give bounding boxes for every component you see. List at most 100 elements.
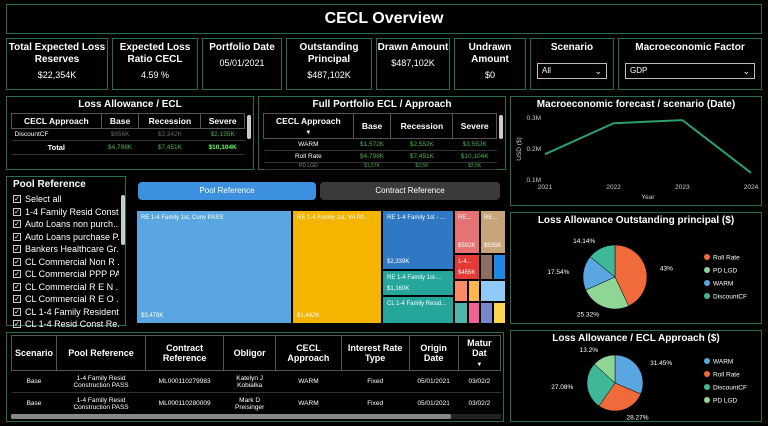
- pie-slice[interactable]: [614, 354, 644, 395]
- cell: Base: [11, 392, 57, 415]
- pie-approach-title: Loss Allowance / ECL Approach ($): [552, 333, 720, 344]
- treemap-block[interactable]: [480, 254, 493, 280]
- treemap-block[interactable]: RE 1-4 Family 1st, Conv PASS $3,479K: [136, 210, 292, 324]
- legend-dot: [704, 280, 710, 286]
- treemap-block[interactable]: [454, 302, 468, 324]
- legend-label[interactable]: PD LGD: [713, 268, 738, 275]
- treemap-block[interactable]: RE 1-4 Family 1st - ... $2,339K: [382, 210, 454, 270]
- pie-slice[interactable]: [585, 276, 629, 310]
- col-header-origin-date[interactable]: Origin Date: [408, 335, 459, 371]
- col-header[interactable]: CECL Approach: [11, 113, 102, 129]
- col-header-scenario[interactable]: Scenario: [10, 335, 58, 371]
- legend-label[interactable]: Roll Rate: [713, 255, 740, 262]
- treemap-block[interactable]: RE 1-4 Family 1st, VA PA... $1,442K: [292, 210, 382, 324]
- tab-contract-reference[interactable]: Contract Reference: [320, 182, 500, 200]
- col-header[interactable]: CECL Approach ▼: [263, 113, 354, 139]
- pie-slice[interactable]: [593, 354, 616, 384]
- col-header[interactable]: Recession: [390, 113, 454, 139]
- checkbox-checked-icon[interactable]: ✓: [13, 232, 21, 241]
- pool-reference-list: ✓ Select all ✓ 1-4 Family Resid Const... ✓ Au…: [13, 193, 119, 331]
- scrollbar[interactable]: [499, 115, 503, 139]
- checkbox-checked-icon[interactable]: ✓: [13, 245, 21, 254]
- col-header-pool-reference[interactable]: Pool Reference: [56, 335, 147, 371]
- scrollbar[interactable]: [247, 115, 251, 139]
- pool-item[interactable]: ✓ 1-4 Family Resid Const...: [13, 206, 119, 219]
- table-row[interactable]: Base 1-4 Family Resid Construction PASS …: [11, 392, 501, 415]
- col-header-contract-reference[interactable]: Contract Reference: [145, 335, 225, 371]
- treemap-block[interactable]: [493, 302, 506, 324]
- treemap-block[interactable]: [454, 280, 468, 302]
- checkbox-checked-icon[interactable]: ✓: [13, 282, 21, 291]
- checkbox-checked-icon[interactable]: ✓: [13, 220, 21, 229]
- treemap-block[interactable]: [480, 302, 493, 324]
- treemap-block[interactable]: RE 1-4 Family 1st-... $1,160K: [382, 270, 454, 296]
- pool-item[interactable]: ✓ Auto Loans non purch...: [13, 218, 119, 231]
- pool-item[interactable]: ✓ CL Commercial R E N ...: [13, 281, 119, 294]
- kpi-label: Expected Loss Ratio CECL: [119, 42, 191, 65]
- sort-down-icon: ▼: [305, 130, 312, 136]
- legend-label[interactable]: WARM: [713, 281, 733, 288]
- cell: Mark D Preisinger: [223, 392, 276, 415]
- legend-label[interactable]: PD LGD: [713, 398, 738, 405]
- pool-reference-panel: Pool Reference ✓ Select all ✓ 1-4 Family Re…: [6, 176, 126, 329]
- pie-slice[interactable]: [589, 244, 616, 278]
- cell: $3,552K: [452, 138, 497, 151]
- pool-item[interactable]: ✓ CL 1-4 Family Resident...: [13, 306, 119, 319]
- legend-label[interactable]: WARM: [713, 359, 733, 366]
- table-row: WARM $1,572K $2,552K $3,552K: [263, 138, 497, 151]
- cell: $2,5K: [390, 162, 453, 170]
- cell: $2,155K: [200, 128, 245, 141]
- pool-item[interactable]: ✓ Bankers Healthcare Gr...: [13, 243, 119, 256]
- kpi-label: Outstanding Principal: [299, 42, 359, 65]
- checkbox-checked-icon[interactable]: ✓: [13, 320, 21, 329]
- series-line[interactable]: [544, 119, 752, 174]
- scrollbar[interactable]: [121, 195, 125, 245]
- macro-factor-dropdown[interactable]: GDP ⌄: [625, 63, 755, 79]
- checkbox-checked-icon[interactable]: ✓: [13, 295, 21, 304]
- scenario-dropdown[interactable]: All ⌄: [537, 63, 607, 79]
- legend-label[interactable]: DiscountCF: [713, 294, 747, 301]
- col-header[interactable]: Recession: [138, 113, 202, 129]
- col-header-obligor[interactable]: Obligor: [223, 335, 277, 371]
- col-header-maturity-date[interactable]: Matur Dat ▼: [457, 335, 502, 371]
- checkbox-checked-icon[interactable]: ✓: [13, 207, 21, 216]
- treemap-block[interactable]: RE... $592K: [454, 210, 480, 254]
- treemap-block[interactable]: 1-4... $465K: [454, 254, 480, 280]
- treemap-block[interactable]: [468, 302, 480, 324]
- pool-item[interactable]: ✓ CL Commercial R E O ...: [13, 293, 119, 306]
- kpi-label: Portfolio Date: [209, 42, 275, 53]
- cell: Total: [11, 140, 102, 155]
- col-header[interactable]: Severe: [200, 113, 245, 129]
- pie-slice[interactable]: [598, 382, 642, 412]
- col-header-cecl-approach[interactable]: CECL Approach: [275, 335, 342, 371]
- legend-label[interactable]: Roll Rate: [713, 372, 740, 379]
- full-portfolio-title: Full Portfolio ECL / Approach: [312, 99, 452, 110]
- checkbox-checked-icon[interactable]: ✓: [13, 257, 21, 266]
- pie-slice[interactable]: [614, 244, 648, 307]
- col-header[interactable]: Base: [352, 113, 392, 139]
- checkbox-checked-icon[interactable]: ✓: [13, 307, 21, 316]
- horizontal-scrollbar[interactable]: [11, 414, 501, 419]
- cell: 1-4 Family Resid Construction PASS: [56, 392, 146, 415]
- table-row[interactable]: Base 1-4 Family Resid Construction PASS …: [11, 370, 501, 393]
- pool-item[interactable]: ✓ CL Commercial Non R ...: [13, 256, 119, 269]
- legend-label[interactable]: DiscountCF: [713, 385, 747, 392]
- checkbox-checked-icon[interactable]: ✓: [13, 195, 21, 204]
- treemap-block[interactable]: CL 1-4 Family Resid...: [382, 296, 454, 324]
- treemap-block[interactable]: [468, 280, 480, 302]
- pool-item[interactable]: ✓ CL 1-4 Resid Const Re...: [13, 318, 119, 331]
- col-header-interest-rate-type[interactable]: Interest Rate Type: [340, 335, 410, 371]
- treemap-block[interactable]: [480, 280, 506, 302]
- checkbox-checked-icon[interactable]: ✓: [13, 270, 21, 279]
- pie-slice[interactable]: [586, 363, 616, 407]
- tab-pool-reference[interactable]: Pool Reference: [138, 182, 316, 200]
- pool-item[interactable]: ✓ Select all: [13, 193, 119, 206]
- col-header[interactable]: Base: [100, 113, 140, 129]
- pool-item[interactable]: ✓ CL Commercial PPP PA...: [13, 268, 119, 281]
- cell: $1,572K: [353, 138, 391, 151]
- pool-item[interactable]: ✓ Auto Loans purchase P...: [13, 231, 119, 244]
- cell: Katelyn J Kobialka: [223, 370, 276, 393]
- col-header[interactable]: Severe: [452, 113, 497, 139]
- treemap-block[interactable]: [493, 254, 506, 280]
- treemap-block[interactable]: RE... $535K: [480, 210, 506, 254]
